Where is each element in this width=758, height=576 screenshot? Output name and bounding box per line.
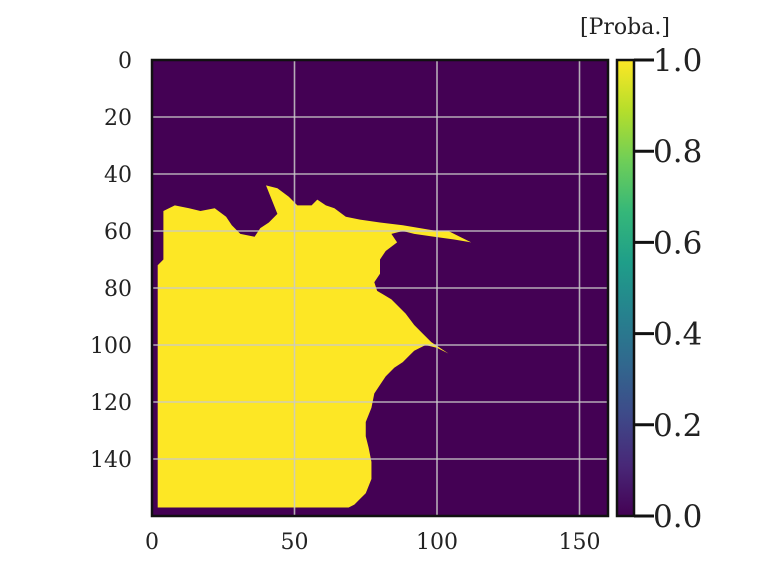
plot-area <box>150 58 610 518</box>
x-axis: 0 50 100 150 <box>145 530 601 555</box>
y-tick-label: 20 <box>104 106 132 131</box>
high-probability-region <box>157 185 472 508</box>
x-tick-label: 100 <box>416 530 458 555</box>
colorbar-frame <box>615 58 636 518</box>
x-tick-label: 150 <box>559 530 601 555</box>
colorbar-tick-label: 0.6 <box>653 225 702 261</box>
colorbar-tick-label: 0.2 <box>653 408 702 444</box>
colorbar-tick-label: 0.8 <box>653 134 702 170</box>
colorbar-tick-label: 0.0 <box>653 499 702 535</box>
y-tick-label: 40 <box>104 163 132 188</box>
y-tick-label: 0 <box>118 49 132 74</box>
y-tick-label: 120 <box>90 391 132 416</box>
x-tick-label: 0 <box>145 530 159 555</box>
colorbar-title: [Proba.] <box>580 15 670 40</box>
colorbar: [Proba.] 0.0 0.2 0.4 0.6 0.8 1.0 <box>580 15 702 535</box>
y-tick-label: 80 <box>104 277 132 302</box>
y-tick-label: 100 <box>90 334 132 359</box>
colorbar-gradient <box>617 60 634 516</box>
y-tick-label: 140 <box>90 448 132 473</box>
y-axis: 0 20 40 60 80 100 120 140 <box>90 49 132 473</box>
x-tick-label: 50 <box>281 530 309 555</box>
colorbar-tick-label: 0.4 <box>653 317 702 353</box>
colorbar-tick-label: 1.0 <box>653 43 702 79</box>
plot-frame <box>150 58 610 518</box>
y-tick-label: 60 <box>104 220 132 245</box>
